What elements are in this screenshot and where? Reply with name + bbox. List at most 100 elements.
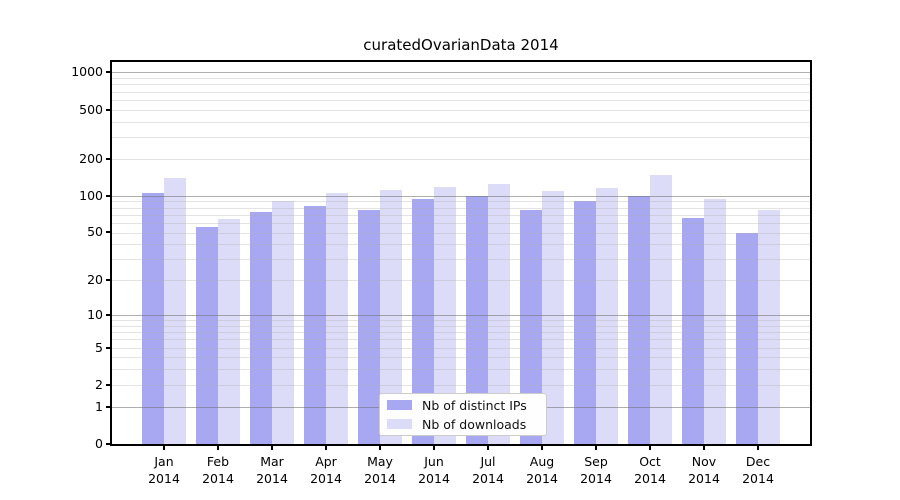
bar-distinct-ips-jan	[142, 193, 164, 444]
y-tick-mark	[106, 346, 112, 349]
minor-gridline	[112, 259, 810, 261]
x-tick-label: Aug 2014	[526, 454, 558, 486]
major-gridline	[112, 315, 810, 316]
minor-gridline	[112, 214, 810, 216]
minor-gridline	[112, 357, 810, 359]
legend-swatch-downloads-icon	[387, 419, 412, 429]
minor-gridline	[112, 244, 810, 246]
x-tick-label: Nov 2014	[688, 454, 720, 486]
y-tick-label: 200	[79, 150, 103, 166]
x-tick-mark	[649, 444, 651, 450]
y-tick-label: 2	[95, 376, 103, 392]
minor-gridline	[112, 91, 810, 93]
y-tick-label: 500	[79, 101, 103, 117]
x-tick-mark	[541, 444, 543, 450]
minor-gridline	[112, 99, 810, 101]
y-tick-label: 1	[95, 398, 103, 414]
minor-gridline	[112, 325, 810, 327]
bar-downloads-may	[380, 189, 402, 444]
x-tick-mark	[325, 444, 327, 450]
y-tick-mark	[106, 405, 112, 408]
y-tick-label: 50	[87, 224, 103, 240]
y-tick-mark	[106, 443, 112, 445]
minor-gridline	[112, 339, 810, 341]
x-tick-label: Mar 2014	[256, 454, 288, 486]
minor-gridline	[112, 320, 810, 322]
legend-label-downloads: Nb of downloads	[422, 416, 527, 432]
bar-distinct-ips-nov	[682, 217, 704, 444]
x-tick-mark	[757, 444, 759, 450]
x-tick-label: Jun 2014	[418, 454, 450, 486]
y-tick-label: 20	[87, 272, 103, 288]
bar-downloads-mar	[272, 200, 294, 444]
x-tick-label: Jul 2014	[472, 454, 504, 486]
legend-row-downloads: Nb of downloads	[387, 417, 539, 432]
minor-gridline	[112, 78, 810, 79]
legend-swatch-distinct-ips-icon	[387, 400, 412, 410]
minor-gridline	[112, 384, 810, 386]
minor-gridline	[112, 332, 810, 334]
minor-gridline	[112, 232, 810, 234]
x-tick-mark	[271, 444, 273, 450]
bar-distinct-ips-apr	[304, 205, 326, 444]
y-tick-mark	[106, 194, 112, 197]
x-tick-mark	[703, 444, 705, 450]
minor-gridline	[112, 84, 810, 86]
y-tick-label: 10	[87, 306, 103, 322]
y-tick-mark	[106, 71, 112, 74]
minor-gridline	[112, 347, 810, 349]
x-tick-mark	[163, 444, 165, 450]
minor-gridline	[112, 109, 810, 111]
bar-distinct-ips-sep	[574, 200, 596, 444]
bar-distinct-ips-feb	[196, 227, 218, 444]
bar-distinct-ips-oct	[628, 196, 650, 444]
bar-distinct-ips-jul	[466, 195, 488, 444]
bar-downloads-jul	[488, 183, 510, 444]
minor-gridline	[112, 222, 810, 224]
bar-distinct-ips-may	[358, 209, 380, 444]
legend-label-distinct-ips: Nb of distinct IPs	[422, 397, 527, 413]
x-tick-mark	[217, 444, 219, 450]
bar-downloads-aug	[542, 190, 564, 444]
x-tick-label: Apr 2014	[310, 454, 342, 486]
bar-distinct-ips-aug	[520, 210, 542, 444]
major-gridline	[112, 195, 810, 197]
bar-downloads-feb	[218, 218, 240, 444]
minor-gridline	[112, 207, 810, 209]
x-tick-label: Sep 2014	[580, 454, 612, 486]
y-tick-mark	[106, 157, 112, 160]
bar-distinct-ips-jun	[412, 199, 434, 444]
bar-downloads-nov	[704, 199, 726, 444]
x-tick-label: Oct 2014	[634, 454, 666, 486]
grid-layer	[112, 62, 810, 444]
y-tick-label: 100	[79, 187, 103, 203]
x-tick-label: Jan 2014	[148, 454, 180, 486]
plot-area	[112, 62, 810, 444]
x-tick-label: Dec 2014	[742, 454, 774, 486]
y-tick-mark	[106, 108, 112, 111]
bar-distinct-ips-mar	[250, 212, 272, 444]
bar-downloads-apr	[326, 192, 348, 444]
bars-layer	[112, 62, 810, 444]
bar-downloads-oct	[650, 174, 672, 444]
y-tick-mark	[106, 231, 112, 234]
x-tick-label: Feb 2014	[202, 454, 234, 486]
y-tick-label: 0	[95, 436, 103, 451]
minor-gridline	[112, 201, 810, 203]
bar-downloads-jan	[164, 177, 186, 444]
minor-gridline	[112, 280, 810, 282]
minor-gridline	[112, 369, 810, 371]
legend: Nb of distinct IPs Nb of downloads	[379, 393, 547, 436]
chart-title: curatedOvarianData 2014	[363, 36, 559, 54]
y-tick-mark	[106, 313, 112, 316]
x-tick-mark	[487, 444, 489, 450]
minor-gridline	[112, 137, 810, 138]
legend-row-distinct-ips: Nb of distinct IPs	[387, 398, 539, 413]
bar-distinct-ips-dec	[736, 232, 758, 444]
y-tick-mark	[106, 279, 112, 282]
minor-gridline	[112, 121, 810, 123]
y-tick-mark	[106, 383, 112, 386]
x-tick-label: May 2014	[364, 454, 396, 486]
bar-downloads-dec	[758, 209, 780, 444]
